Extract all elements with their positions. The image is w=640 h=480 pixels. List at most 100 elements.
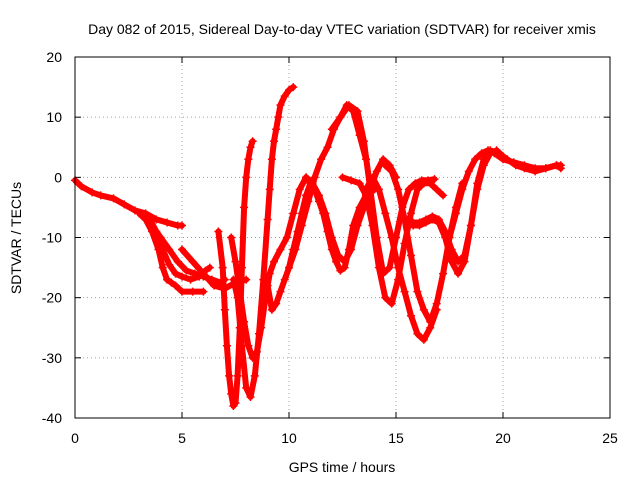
plus-marker [404,185,413,194]
plus-marker [130,206,139,215]
plus-marker [145,215,154,224]
plus-marker [321,209,330,218]
plus-marker [263,215,272,224]
plus-marker [120,200,129,209]
plus-marker [314,191,323,200]
plus-marker [158,263,167,272]
plus-marker [171,281,180,290]
plus-marker [477,149,486,158]
plus-marker [374,263,383,272]
plus-marker [220,305,229,314]
plus-marker [334,251,343,260]
plus-marker [227,233,236,242]
plus-marker [178,272,186,281]
data-series [445,146,565,242]
plus-marker [250,371,259,380]
plus-marker [379,155,388,164]
plus-marker [327,233,336,242]
plus-marker [556,161,565,170]
plus-marker [274,113,283,122]
plus-marker [394,263,403,272]
plus-marker [289,209,298,218]
plus-marker [327,125,336,134]
y-tick-label: -20 [42,290,62,306]
plus-marker [295,185,304,194]
plus-marker [332,257,341,266]
x-axis-label: GPS time / hours [289,459,396,475]
plus-marker [163,275,172,284]
plus-marker [368,221,377,230]
series-layer [71,83,565,410]
plus-marker [362,185,371,194]
plus-marker [520,161,529,170]
plus-marker [413,287,422,296]
plus-marker [439,269,448,278]
x-tick-label: 0 [71,430,79,446]
plus-marker [109,194,118,203]
plus-marker [188,257,197,266]
plus-marker [235,287,244,296]
plus-marker [199,269,208,278]
plus-marker [186,275,195,284]
plus-marker [428,215,437,224]
plus-marker [419,335,428,344]
plus-marker [165,260,174,269]
plus-marker [353,107,362,116]
plus-marker [280,275,289,284]
x-tick-label: 25 [602,430,618,446]
plus-marker [368,173,377,182]
series-trace [328,102,438,277]
plus-marker [242,173,251,182]
plus-marker [434,218,443,227]
plus-marker [531,164,540,173]
plus-marker [406,251,415,260]
plus-marker [163,218,172,227]
plus-marker [374,185,383,194]
plus-marker [242,383,251,392]
plus-marker [173,257,182,266]
plus-marker [222,341,231,350]
plus-marker [285,86,293,95]
plus-marker [88,188,97,197]
plus-marker [263,281,272,290]
series-trace [228,174,310,361]
plus-marker [464,167,473,176]
plus-marker [280,92,289,101]
plus-marker [454,269,463,278]
plus-marker [267,305,276,314]
series-trace [215,138,256,409]
plus-marker [426,179,435,188]
series-trace [446,147,564,241]
plus-marker [439,191,448,200]
chart-title: Day 082 of 2015, Sidereal Day-to-day VTE… [88,21,596,37]
plus-marker [310,173,319,182]
data-series [227,173,311,362]
plus-marker [276,101,285,110]
plus-marker [252,347,261,356]
plus-marker [276,287,285,296]
plus-marker [471,155,480,164]
x-tick-label: 15 [388,430,404,446]
plus-marker [451,209,460,218]
plus-marker [473,179,482,188]
plus-marker [225,371,234,380]
plus-marker [267,155,276,164]
plus-marker [381,161,390,170]
plus-marker [182,266,191,275]
plus-marker [460,257,469,266]
plus-marker [233,371,242,380]
plus-marker [257,323,266,332]
plus-marker [490,149,499,158]
series-trace [363,174,440,343]
plus-marker [227,389,236,398]
plus-marker [248,353,257,362]
plus-marker [270,137,279,146]
y-tick-label: 10 [46,109,62,125]
plus-marker [302,173,311,182]
plus-marker [432,185,441,194]
plus-marker [158,245,167,254]
y-tick-labels: -40 -30 -20 -10 0 10 20 [42,49,62,426]
y-axis-label: SDTVAR / TECUs [8,182,24,294]
plus-marker [479,155,488,164]
